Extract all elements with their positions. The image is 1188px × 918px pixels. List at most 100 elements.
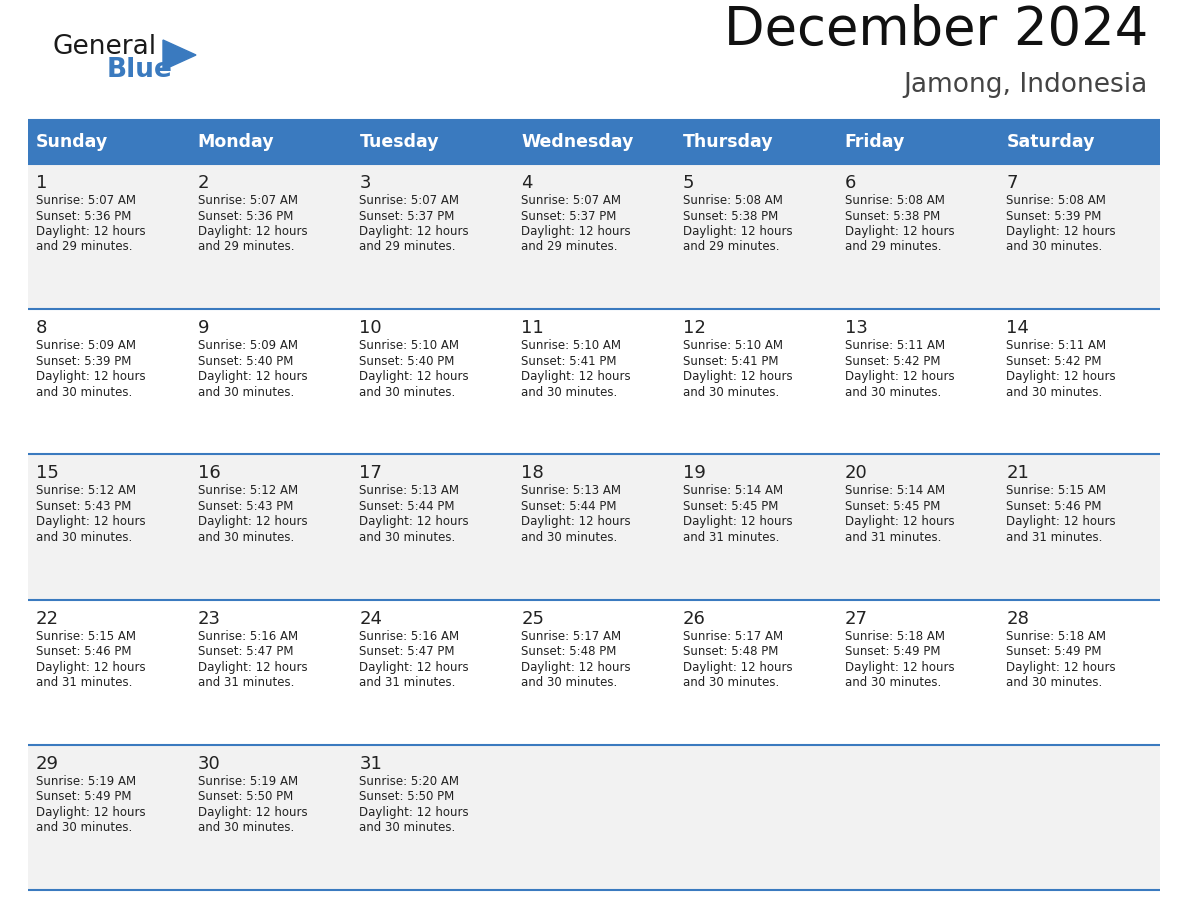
Text: and 30 minutes.: and 30 minutes.: [683, 386, 779, 398]
Text: Sunset: 5:49 PM: Sunset: 5:49 PM: [1006, 645, 1101, 658]
Text: Sunset: 5:48 PM: Sunset: 5:48 PM: [522, 645, 617, 658]
Text: December 2024: December 2024: [723, 4, 1148, 56]
Text: Sunrise: 5:09 AM: Sunrise: 5:09 AM: [36, 339, 135, 353]
Text: Daylight: 12 hours: Daylight: 12 hours: [1006, 515, 1116, 529]
Text: Sunset: 5:38 PM: Sunset: 5:38 PM: [683, 209, 778, 222]
Text: 18: 18: [522, 465, 544, 482]
Text: Daylight: 12 hours: Daylight: 12 hours: [522, 515, 631, 529]
Text: Sunset: 5:45 PM: Sunset: 5:45 PM: [683, 500, 778, 513]
Text: Blue: Blue: [107, 57, 173, 83]
Text: and 30 minutes.: and 30 minutes.: [1006, 386, 1102, 398]
Text: 4: 4: [522, 174, 532, 192]
Text: 2: 2: [197, 174, 209, 192]
Text: 14: 14: [1006, 319, 1029, 337]
Text: Sunrise: 5:10 AM: Sunrise: 5:10 AM: [522, 339, 621, 353]
Text: Sunrise: 5:16 AM: Sunrise: 5:16 AM: [197, 630, 298, 643]
Text: Daylight: 12 hours: Daylight: 12 hours: [683, 370, 792, 383]
Text: 6: 6: [845, 174, 855, 192]
Text: Daylight: 12 hours: Daylight: 12 hours: [36, 806, 146, 819]
Text: Tuesday: Tuesday: [360, 133, 440, 151]
Text: Sunset: 5:50 PM: Sunset: 5:50 PM: [360, 790, 455, 803]
Text: Sunrise: 5:14 AM: Sunrise: 5:14 AM: [845, 485, 944, 498]
Text: 8: 8: [36, 319, 48, 337]
Text: Sunrise: 5:18 AM: Sunrise: 5:18 AM: [1006, 630, 1106, 643]
Text: Sunrise: 5:07 AM: Sunrise: 5:07 AM: [197, 194, 298, 207]
Text: 16: 16: [197, 465, 221, 482]
Text: Daylight: 12 hours: Daylight: 12 hours: [36, 225, 146, 238]
Text: Sunset: 5:39 PM: Sunset: 5:39 PM: [36, 354, 132, 368]
Text: Sunday: Sunday: [36, 133, 108, 151]
Text: and 31 minutes.: and 31 minutes.: [845, 531, 941, 543]
Text: Sunset: 5:48 PM: Sunset: 5:48 PM: [683, 645, 778, 658]
Text: Sunset: 5:44 PM: Sunset: 5:44 PM: [522, 500, 617, 513]
Polygon shape: [163, 40, 196, 70]
Text: and 30 minutes.: and 30 minutes.: [1006, 241, 1102, 253]
Text: Sunrise: 5:10 AM: Sunrise: 5:10 AM: [360, 339, 460, 353]
Text: Sunset: 5:36 PM: Sunset: 5:36 PM: [36, 209, 132, 222]
Text: and 29 minutes.: and 29 minutes.: [360, 241, 456, 253]
Text: Daylight: 12 hours: Daylight: 12 hours: [522, 661, 631, 674]
Text: Daylight: 12 hours: Daylight: 12 hours: [36, 515, 146, 529]
Text: Daylight: 12 hours: Daylight: 12 hours: [360, 370, 469, 383]
Text: and 29 minutes.: and 29 minutes.: [683, 241, 779, 253]
Text: and 31 minutes.: and 31 minutes.: [360, 676, 456, 689]
Text: and 30 minutes.: and 30 minutes.: [197, 531, 293, 543]
Text: Thursday: Thursday: [683, 133, 773, 151]
Text: 31: 31: [360, 755, 383, 773]
Text: 20: 20: [845, 465, 867, 482]
Text: 25: 25: [522, 610, 544, 628]
Text: Sunrise: 5:08 AM: Sunrise: 5:08 AM: [1006, 194, 1106, 207]
Text: 5: 5: [683, 174, 694, 192]
Bar: [29, 599, 1159, 744]
Text: Sunset: 5:36 PM: Sunset: 5:36 PM: [197, 209, 293, 222]
Text: and 30 minutes.: and 30 minutes.: [36, 822, 132, 834]
Text: Sunrise: 5:08 AM: Sunrise: 5:08 AM: [845, 194, 944, 207]
Text: Sunset: 5:45 PM: Sunset: 5:45 PM: [845, 500, 940, 513]
Text: Daylight: 12 hours: Daylight: 12 hours: [683, 225, 792, 238]
Text: 26: 26: [683, 610, 706, 628]
Text: 9: 9: [197, 319, 209, 337]
Text: Daylight: 12 hours: Daylight: 12 hours: [197, 225, 308, 238]
Text: and 30 minutes.: and 30 minutes.: [1006, 676, 1102, 689]
Text: Sunrise: 5:19 AM: Sunrise: 5:19 AM: [197, 775, 298, 788]
Text: Sunrise: 5:13 AM: Sunrise: 5:13 AM: [522, 485, 621, 498]
Text: Sunrise: 5:07 AM: Sunrise: 5:07 AM: [522, 194, 621, 207]
Text: and 30 minutes.: and 30 minutes.: [683, 676, 779, 689]
Text: Sunset: 5:37 PM: Sunset: 5:37 PM: [360, 209, 455, 222]
Text: Sunrise: 5:13 AM: Sunrise: 5:13 AM: [360, 485, 460, 498]
Text: General: General: [52, 34, 156, 60]
Text: Sunset: 5:39 PM: Sunset: 5:39 PM: [1006, 209, 1101, 222]
Text: Saturday: Saturday: [1006, 133, 1095, 151]
Text: Daylight: 12 hours: Daylight: 12 hours: [845, 661, 954, 674]
Bar: [29, 744, 1159, 890]
Text: 28: 28: [1006, 610, 1029, 628]
Text: and 31 minutes.: and 31 minutes.: [1006, 531, 1102, 543]
Text: Daylight: 12 hours: Daylight: 12 hours: [683, 515, 792, 529]
Text: 22: 22: [36, 610, 59, 628]
Text: and 29 minutes.: and 29 minutes.: [36, 241, 133, 253]
Text: Daylight: 12 hours: Daylight: 12 hours: [522, 225, 631, 238]
Text: Sunset: 5:41 PM: Sunset: 5:41 PM: [522, 354, 617, 368]
Text: Sunset: 5:46 PM: Sunset: 5:46 PM: [36, 645, 132, 658]
Text: 30: 30: [197, 755, 221, 773]
Text: 21: 21: [1006, 465, 1029, 482]
Text: and 31 minutes.: and 31 minutes.: [36, 676, 132, 689]
Text: and 30 minutes.: and 30 minutes.: [522, 676, 618, 689]
Text: Sunrise: 5:17 AM: Sunrise: 5:17 AM: [683, 630, 783, 643]
Bar: [29, 309, 1159, 454]
Text: Sunrise: 5:15 AM: Sunrise: 5:15 AM: [1006, 485, 1106, 498]
Text: Sunrise: 5:10 AM: Sunrise: 5:10 AM: [683, 339, 783, 353]
Text: Sunset: 5:42 PM: Sunset: 5:42 PM: [845, 354, 940, 368]
Text: Sunrise: 5:07 AM: Sunrise: 5:07 AM: [360, 194, 460, 207]
Text: Daylight: 12 hours: Daylight: 12 hours: [1006, 661, 1116, 674]
Text: 24: 24: [360, 610, 383, 628]
Text: Sunset: 5:49 PM: Sunset: 5:49 PM: [845, 645, 940, 658]
Text: Sunset: 5:43 PM: Sunset: 5:43 PM: [36, 500, 132, 513]
Text: 1: 1: [36, 174, 48, 192]
Bar: [29, 120, 1159, 164]
Text: and 30 minutes.: and 30 minutes.: [360, 822, 456, 834]
Text: Daylight: 12 hours: Daylight: 12 hours: [36, 661, 146, 674]
Text: Sunset: 5:38 PM: Sunset: 5:38 PM: [845, 209, 940, 222]
Text: 3: 3: [360, 174, 371, 192]
Text: Sunset: 5:44 PM: Sunset: 5:44 PM: [360, 500, 455, 513]
